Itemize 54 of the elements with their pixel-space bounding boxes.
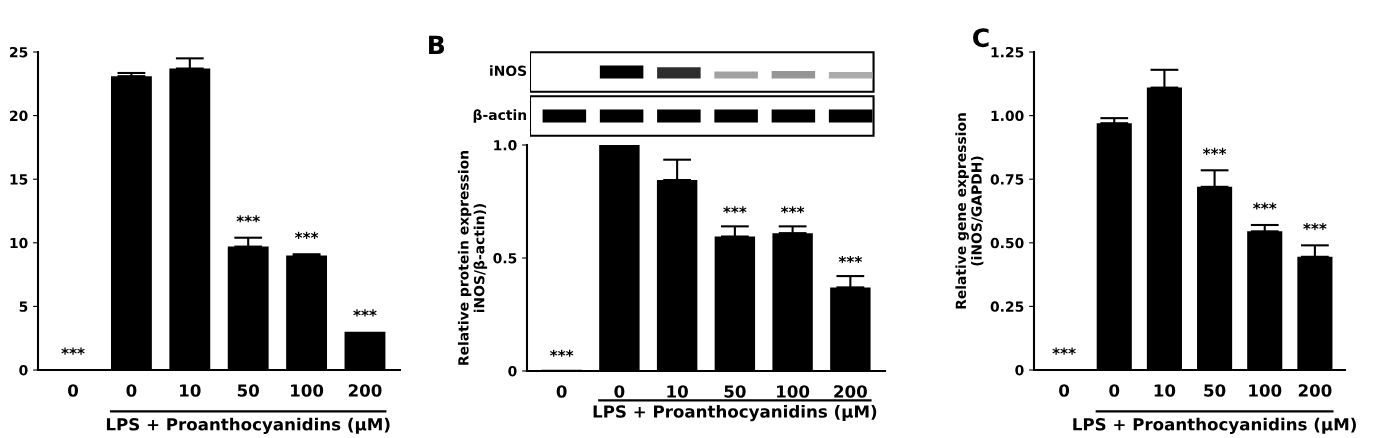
y-tick-label: 25 <box>10 46 28 58</box>
x-tick-label: 200 <box>348 384 382 397</box>
y-tick-label: 0.25 <box>990 301 1024 312</box>
y-tick-label: 0.5 <box>493 252 517 264</box>
x-tick-label: 50 <box>237 384 259 397</box>
x-tick-label: 0 <box>1059 384 1070 397</box>
x-tick-label: 10 <box>667 385 688 398</box>
y-tick-label: 1.0 <box>494 139 517 151</box>
chart-title: C <box>973 28 989 48</box>
y-axis-title: Relative protein expression iNOS/β-actin)) <box>457 151 488 365</box>
y-axis-title: Relative gene expression (iNOS/GAPDH) <box>955 113 984 309</box>
x-tick-label: 50 <box>1204 384 1226 397</box>
y-tick-label: 15 <box>10 174 28 185</box>
x-tick-label: 0 <box>126 384 137 397</box>
text: β-actin <box>473 109 527 123</box>
text: iNOS <box>490 65 527 77</box>
data-label: *** <box>549 349 574 357</box>
chart-title: B <box>429 35 445 54</box>
x-axis-title: LPS + Proanthocyanidins (μM) <box>593 404 877 422</box>
data-label: *** <box>236 215 260 223</box>
x-tick-label: 200 <box>1298 384 1332 397</box>
x-tick-label: 200 <box>834 385 867 398</box>
y-tick-label: 1.25 <box>991 46 1024 58</box>
x-axis-title: LPS + Proanthocyanidins (μM) <box>106 417 390 434</box>
y-tick-label: 0.75 <box>990 174 1024 185</box>
x-tick-label: 0 <box>1109 384 1120 397</box>
y-tick-label: 5 <box>19 301 28 312</box>
x-axis-title: LPS + Proanthocyanidins (μM) <box>1073 417 1356 434</box>
y-tick-label: 0 <box>19 364 28 376</box>
x-tick-label: 0 <box>556 385 567 398</box>
y-tick-label: 1.00 <box>991 110 1024 122</box>
y-tick-label: 0 <box>1015 364 1024 376</box>
x-tick-label: 100 <box>1249 384 1282 397</box>
data-label: *** <box>838 255 863 264</box>
x-tick-label: 0 <box>68 384 79 397</box>
x-tick-label: 100 <box>291 384 324 397</box>
data-label: *** <box>1202 147 1227 155</box>
data-label: *** <box>723 206 747 214</box>
data-label: *** <box>1303 222 1327 230</box>
data-label: *** <box>1253 202 1277 210</box>
data-label: *** <box>780 206 805 214</box>
x-tick-label: 50 <box>724 385 746 398</box>
x-tick-label: 10 <box>1154 384 1176 397</box>
data-label: *** <box>294 231 319 239</box>
y-tick-label: 0 <box>508 365 517 377</box>
data-label: *** <box>353 309 377 317</box>
y-tick-label: 0.50 <box>990 237 1024 249</box>
y-tick-label: 10 <box>10 237 28 249</box>
data-label: *** <box>1052 347 1076 355</box>
y-tick-label: 20 <box>10 110 28 122</box>
x-tick-label: 0 <box>614 385 625 398</box>
data-label: *** <box>61 347 85 355</box>
x-tick-label: 10 <box>180 384 201 397</box>
x-tick-label: 100 <box>777 385 810 398</box>
